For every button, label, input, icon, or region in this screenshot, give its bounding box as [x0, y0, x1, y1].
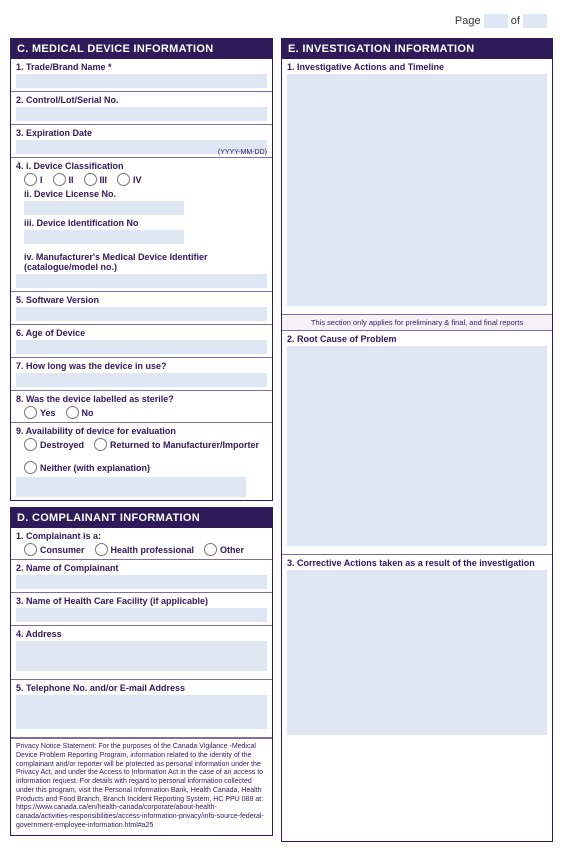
- c5-input[interactable]: [16, 307, 267, 321]
- e3-label: 3. Corrective Actions taken as a result …: [287, 558, 547, 568]
- c9-returned[interactable]: Returned to Manufacturer/Importer: [94, 438, 259, 451]
- e1-input[interactable]: [287, 74, 547, 306]
- c9-neither[interactable]: Neither (with explanation): [24, 461, 267, 474]
- c7-label: 7. How long was the device in use?: [16, 361, 267, 371]
- d1-other[interactable]: Other: [204, 543, 244, 556]
- e2-label: 2. Root Cause of Problem: [287, 334, 547, 344]
- page-prefix: Page: [455, 15, 481, 27]
- d2-input[interactable]: [16, 575, 267, 589]
- c4-opt-ii[interactable]: II: [53, 173, 74, 186]
- c7-input[interactable]: [16, 373, 267, 387]
- section-e-title: E. INVESTIGATION INFORMATION: [282, 39, 552, 59]
- d3-label: 3. Name of Health Care Facility (if appl…: [16, 596, 267, 606]
- section-c-title: C. MEDICAL DEVICE INFORMATION: [11, 39, 272, 59]
- c5-label: 5. Software Version: [16, 295, 267, 305]
- c4-opt-i[interactable]: I: [24, 173, 43, 186]
- e1-label: 1. Investigative Actions and Timeline: [287, 62, 547, 72]
- d4-label: 4. Address: [16, 629, 267, 639]
- c6-label: 6. Age of Device: [16, 328, 267, 338]
- page-number-header: Page of: [10, 10, 553, 38]
- e3-input[interactable]: [287, 570, 547, 735]
- d5-input[interactable]: [16, 695, 267, 729]
- c1-label: 1. Trade/Brand Name *: [16, 62, 267, 72]
- c3-hint: (YYYY-MM-DD): [218, 149, 267, 156]
- c8-yes[interactable]: Yes: [24, 406, 56, 419]
- d4-input[interactable]: [16, 641, 267, 671]
- section-d: D. COMPLAINANT INFORMATION 1. Complainan…: [10, 507, 273, 836]
- c4-opt-iii[interactable]: III: [84, 173, 108, 186]
- page-total-input[interactable]: [523, 14, 547, 28]
- c4iv-label: iv. Manufacturer's Medical Device Identi…: [24, 252, 267, 272]
- e-note: This section only applies for preliminar…: [282, 315, 552, 331]
- privacy-notice: Privacy Notice Statement: For the purpos…: [11, 738, 272, 835]
- section-d-title: D. COMPLAINANT INFORMATION: [11, 508, 272, 528]
- c3-label: 3. Expiration Date: [16, 128, 267, 138]
- c4ii-label: ii. Device License No.: [24, 189, 267, 199]
- c2-input[interactable]: [16, 107, 267, 121]
- d1-label: 1. Complainant is a:: [16, 531, 267, 541]
- d1-consumer[interactable]: Consumer: [24, 543, 85, 556]
- e2-input[interactable]: [287, 346, 547, 546]
- c4iv-input[interactable]: [16, 274, 267, 288]
- c1-input[interactable]: [16, 74, 267, 88]
- c4ii-input[interactable]: [24, 201, 184, 215]
- d2-label: 2. Name of Complainant: [16, 563, 267, 573]
- page-of: of: [511, 15, 520, 27]
- c6-input[interactable]: [16, 340, 267, 354]
- d5-label: 5. Telephone No. and/or E-mail Address: [16, 683, 267, 693]
- c4-label: 4. i. Device Classification: [16, 161, 267, 171]
- d1-health-pro[interactable]: Health professional: [95, 543, 195, 556]
- c4-opt-iv[interactable]: IV: [117, 173, 142, 186]
- d3-input[interactable]: [16, 608, 267, 622]
- c4iii-input[interactable]: [24, 230, 184, 244]
- page-current-input[interactable]: [484, 14, 508, 28]
- c9-explain-input[interactable]: [16, 477, 246, 497]
- section-e: E. INVESTIGATION INFORMATION 1. Investig…: [281, 38, 553, 842]
- c8-no[interactable]: No: [66, 406, 94, 419]
- c2-label: 2. Control/Lot/Serial No.: [16, 95, 267, 105]
- c9-destroyed[interactable]: Destroyed: [24, 438, 84, 451]
- section-c: C. MEDICAL DEVICE INFORMATION 1. Trade/B…: [10, 38, 273, 501]
- c8-label: 8. Was the device labelled as sterile?: [16, 394, 267, 404]
- c4iii-label: iii. Device Identification No: [24, 218, 267, 228]
- c9-label: 9. Availability of device for evaluation: [16, 426, 267, 436]
